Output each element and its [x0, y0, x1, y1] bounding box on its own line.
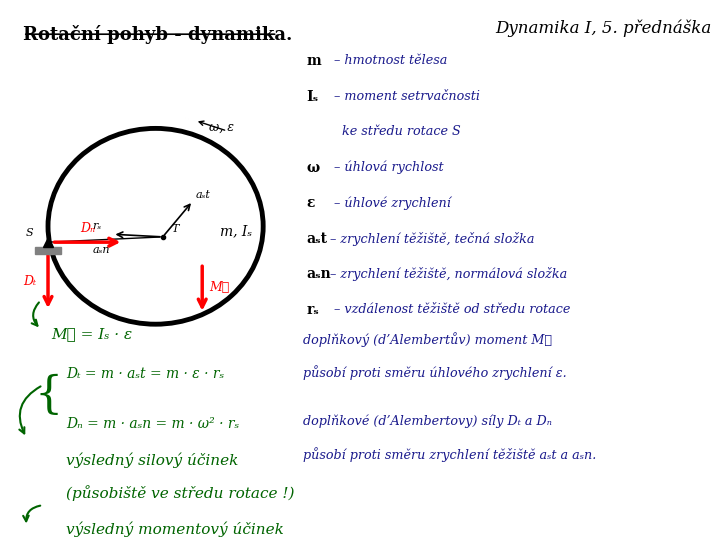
Text: – úhlová rychlost: – úhlová rychlost — [330, 161, 444, 174]
Text: Dynamika I, 5. přednáška: Dynamika I, 5. přednáška — [495, 20, 711, 37]
Text: M₝: M₝ — [210, 281, 230, 294]
Text: výsledný momentový účinek: výsledný momentový účinek — [66, 521, 284, 537]
Text: m: m — [306, 55, 321, 68]
Text: (působiště ve středu rotace !): (působiště ve středu rotace !) — [66, 485, 294, 502]
Text: výsledný silový účinek: výsledný silový účinek — [66, 453, 238, 468]
Text: Dₙ = m · aₛn = m · ω² · rₛ: Dₙ = m · aₛn = m · ω² · rₛ — [66, 417, 239, 431]
Text: ω, ε: ω, ε — [210, 121, 235, 134]
Text: Dₜ: Dₜ — [24, 275, 37, 288]
Text: aₛt: aₛt — [196, 190, 211, 200]
Text: aₛn: aₛn — [306, 267, 331, 281]
Text: ω: ω — [306, 161, 320, 174]
Text: rₛ: rₛ — [93, 221, 102, 231]
Text: M₝ = Iₛ · ε: M₝ = Iₛ · ε — [52, 327, 132, 341]
Text: Dₜ = m · aₛt = m · ε · rₛ: Dₜ = m · aₛt = m · ε · rₛ — [66, 367, 224, 381]
Text: aₛn: aₛn — [93, 245, 110, 255]
Text: doplňkový (d’Alembertův) moment M₝: doplňkový (d’Alembertův) moment M₝ — [302, 332, 552, 347]
Text: působí proti směru úhlového zrychlení ε.: působí proti směru úhlového zrychlení ε. — [302, 365, 566, 380]
Text: S: S — [26, 228, 34, 238]
Text: Rotační pohyb - dynamika.: Rotační pohyb - dynamika. — [23, 25, 292, 44]
Text: rₛ: rₛ — [306, 302, 319, 316]
Text: – úhlové zrychlení: – úhlové zrychlení — [330, 196, 451, 210]
Text: m, Iₛ: m, Iₛ — [220, 225, 252, 239]
Bar — [35, 247, 61, 254]
Text: – zrychlení těžiště, normálová složka: – zrychlení těžiště, normálová složka — [330, 267, 567, 281]
Text: Iₛ: Iₛ — [306, 90, 318, 104]
Text: {: { — [34, 374, 63, 417]
Text: doplňkové (d’Alembertovy) síly Dₜ a Dₙ: doplňkové (d’Alembertovy) síly Dₜ a Dₙ — [302, 414, 552, 428]
Text: ε: ε — [306, 196, 315, 210]
Text: – vzdálenost těžiště od středu rotace: – vzdálenost těžiště od středu rotace — [330, 302, 570, 315]
Text: Dₙ: Dₙ — [80, 222, 95, 235]
Text: působí proti směru zrychlení těžiště aₛt a aₛn.: působí proti směru zrychlení těžiště aₛt… — [302, 447, 596, 462]
Text: – moment setrvačnosti: – moment setrvačnosti — [330, 90, 480, 103]
Text: – zrychlení těžiště, tečná složka: – zrychlení těžiště, tečná složka — [330, 232, 534, 246]
Text: ke středu rotace S: ke středu rotace S — [330, 125, 461, 138]
Text: aₛt: aₛt — [306, 232, 327, 246]
Text: – hmotnost tělesa: – hmotnost tělesa — [330, 55, 447, 68]
Text: T: T — [171, 224, 179, 234]
